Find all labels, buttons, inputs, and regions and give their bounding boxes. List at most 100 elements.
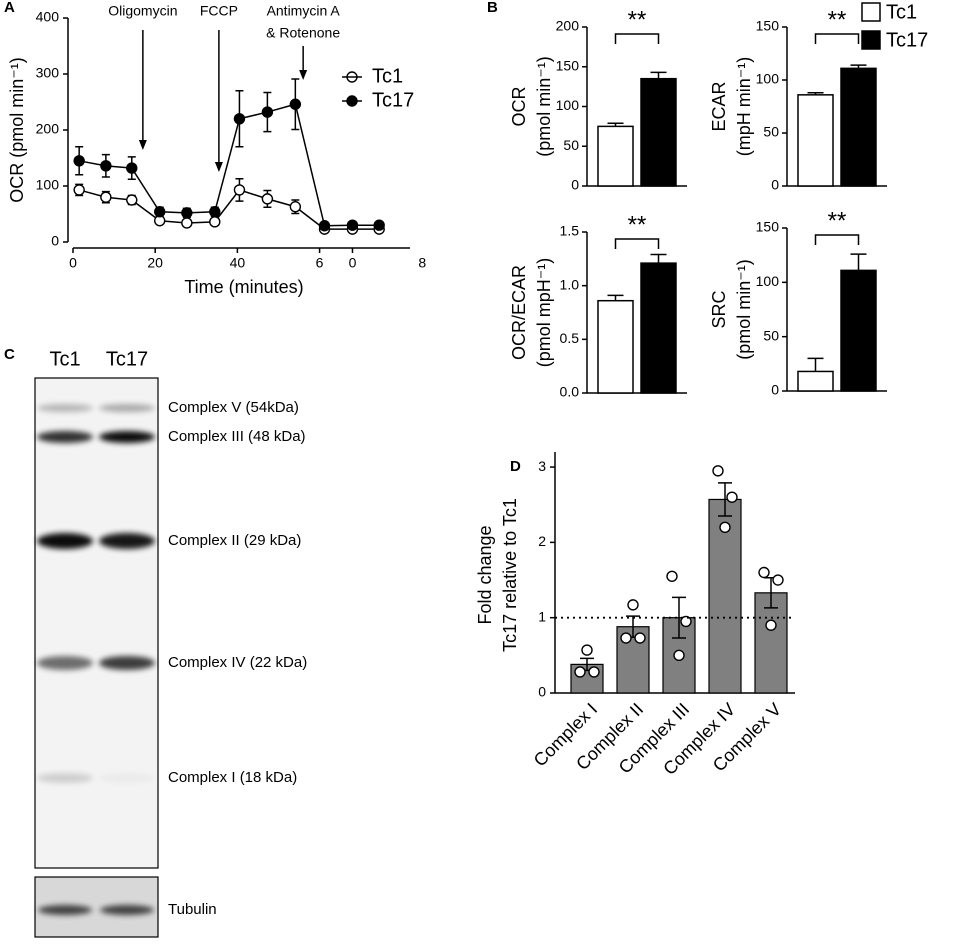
y-tick-label: 0.5 — [560, 330, 580, 346]
y-tick-label: 0.0 — [560, 384, 580, 400]
panel-label: D — [510, 458, 521, 475]
data-point — [574, 666, 586, 678]
data-point — [712, 465, 724, 477]
y-axis-label: (pmol min⁻¹) — [734, 259, 754, 360]
data-point — [758, 566, 770, 579]
y-tick-label: 150 — [756, 219, 780, 235]
data-point — [581, 644, 593, 656]
y-tick-label: 0 — [571, 177, 579, 193]
blot-band — [37, 533, 93, 549]
lane-label: Tc1 — [49, 348, 80, 370]
data-point — [765, 619, 777, 631]
significance: ** — [828, 207, 847, 234]
significance: ** — [828, 6, 847, 33]
marker — [289, 201, 302, 213]
y-tick-label: 3 — [538, 458, 546, 474]
x-tick-label: 8 — [418, 255, 426, 271]
marker — [373, 219, 385, 231]
loading-band — [38, 905, 92, 915]
y-tick-label: 200 — [36, 121, 60, 137]
x-tick-label: 0 — [69, 255, 77, 271]
bar — [797, 370, 834, 392]
y-tick-label: 2 — [538, 533, 546, 549]
band-label: Complex IV (22 kDa) — [168, 654, 307, 671]
panel-label: C — [4, 346, 15, 363]
error-bar — [850, 253, 867, 271]
y-axis-label: ECAR — [709, 81, 729, 131]
y-tick-label: 0 — [771, 382, 779, 398]
bar — [754, 592, 788, 694]
data-point — [666, 570, 678, 582]
error-bar — [718, 482, 732, 517]
legend-label: Tc1 — [886, 1, 917, 23]
x-tick-label: 20 — [147, 255, 163, 271]
band-label: Complex II (29 kDa) — [168, 532, 301, 549]
bar — [640, 262, 677, 394]
y-axis-label: OCR — [509, 87, 529, 127]
x-tick-label: 40 — [230, 255, 246, 271]
marker — [126, 194, 138, 206]
error-bar — [650, 253, 667, 264]
y-axis-label: OCR (pmol min⁻¹) — [7, 57, 27, 203]
arrow-head — [299, 70, 308, 80]
marker — [126, 162, 138, 174]
y-tick-label: 1.5 — [560, 223, 580, 239]
significance-bracket — [614, 33, 660, 44]
marker — [289, 98, 302, 110]
marker — [261, 193, 274, 205]
arrow-head — [214, 162, 223, 172]
y-tick-label: 100 — [756, 71, 780, 87]
marker — [100, 191, 112, 203]
blot-band — [37, 431, 93, 443]
significance: ** — [628, 6, 647, 33]
band-label: Complex I (18 kDa) — [168, 769, 297, 786]
significance: ** — [628, 211, 647, 238]
data-point — [620, 632, 632, 644]
loading-band — [100, 905, 154, 915]
marker — [346, 219, 359, 231]
marker — [261, 106, 274, 118]
data-point — [719, 521, 731, 534]
significance-bracket — [814, 33, 860, 44]
y-tick-label: 300 — [36, 65, 60, 81]
x-tick-label: 6 — [316, 255, 324, 271]
series-line — [78, 189, 380, 230]
y-axis-label: (mpH min⁻¹) — [734, 57, 754, 157]
data-point — [772, 574, 784, 586]
bar — [597, 299, 634, 394]
x-tick-label: 0 — [349, 255, 357, 271]
marker — [233, 184, 246, 196]
y-tick-label: 50 — [763, 124, 779, 140]
y-tick-label: 1 — [538, 608, 546, 624]
y-axis-label: (pmol mpH⁻¹) — [534, 258, 554, 368]
y-tick-label: 0 — [771, 177, 779, 193]
blot-band — [37, 773, 93, 783]
panel-label: B — [487, 0, 498, 16]
y-axis-label: SRC — [709, 290, 729, 328]
y-tick-label: 100 — [36, 177, 60, 193]
data-point — [634, 632, 646, 644]
band-label: Complex V (54kDa) — [168, 399, 299, 416]
marker — [233, 113, 246, 125]
annotation: FCCP — [200, 3, 238, 19]
blot-band — [37, 656, 93, 670]
marker — [73, 155, 85, 167]
legend-label: Tc17 — [886, 29, 928, 51]
series-line — [79, 103, 380, 227]
lane-label: Tc17 — [106, 348, 148, 370]
blot-membrane — [34, 377, 159, 869]
bar — [640, 77, 677, 187]
blot-band — [99, 431, 155, 443]
loading-label: Tubulin — [168, 901, 217, 918]
legend-swatch — [861, 2, 881, 22]
significance-bracket — [614, 238, 660, 249]
blot-band — [99, 404, 155, 412]
bar — [840, 67, 877, 187]
y-tick-label: 100 — [756, 273, 780, 289]
blot-band — [99, 656, 155, 670]
annotation: Antimycin A — [267, 3, 341, 19]
marker — [209, 206, 221, 218]
bar — [840, 269, 877, 392]
marker — [181, 207, 193, 219]
marker — [73, 184, 85, 196]
